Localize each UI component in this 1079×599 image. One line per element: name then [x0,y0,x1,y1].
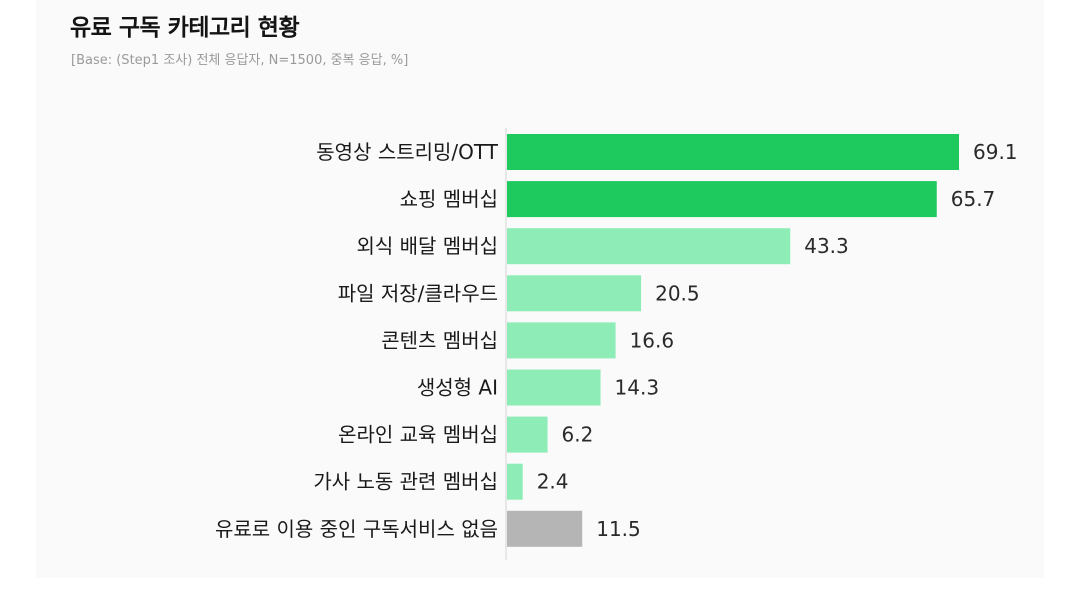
category-label: 콘텐츠 멤버십 [381,328,498,352]
bar [507,134,959,170]
category-label: 유료로 이용 중인 구독서비스 없음 [215,517,498,541]
bar [507,322,616,359]
bar [507,463,523,500]
value-label: 16.6 [630,328,675,352]
bar [507,181,937,218]
category-label: 외식 배달 멤버십 [356,234,498,258]
chart-title: 유료 구독 카테고리 현황 [70,15,300,41]
bar [507,228,791,265]
bar [507,510,583,547]
value-label: 2.4 [537,470,569,494]
bar [507,275,642,312]
category-label: 온라인 교육 멤버십 [338,423,498,447]
value-label: 14.3 [615,376,660,400]
category-label: 파일 저장/클라우드 [338,281,498,305]
value-label: 20.5 [655,281,700,305]
chart-subtitle: [Base: (Step1 조사) 전체 응답자, N=1500, 중복 응답,… [71,53,409,68]
value-label: 65.7 [951,187,996,211]
value-label: 11.5 [596,517,641,541]
value-label: 43.3 [804,234,849,258]
category-label: 동영상 스트리밍/OTT [316,140,499,164]
value-label: 6.2 [562,423,594,447]
bar [507,369,601,406]
category-label: 쇼핑 멤버십 [400,187,498,211]
bar [507,416,548,453]
category-label: 가사 노동 관련 멤버십 [313,470,498,494]
category-label: 생성형 AI [417,376,498,400]
value-label: 69.1 [973,140,1018,164]
